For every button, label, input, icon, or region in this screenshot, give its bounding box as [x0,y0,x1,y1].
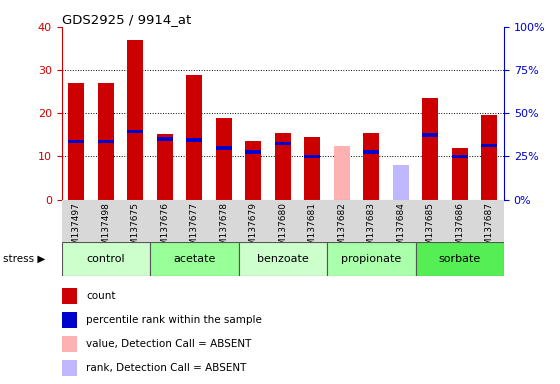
Text: GSM137683: GSM137683 [367,202,376,257]
Text: GDS2925 / 9914_at: GDS2925 / 9914_at [62,13,191,26]
Bar [422,98,438,200]
Bar [62,313,77,328]
Bar [304,155,320,158]
Bar [275,133,291,200]
Text: GSM137677: GSM137677 [190,202,199,257]
Bar [481,144,497,147]
Text: count: count [86,291,115,301]
Text: GSM137687: GSM137687 [485,202,494,257]
Text: percentile rank within the sample: percentile rank within the sample [86,315,262,325]
Bar [127,130,143,133]
Bar [334,146,350,200]
Text: GSM137675: GSM137675 [131,202,140,257]
Bar [481,116,497,200]
Text: GSM137682: GSM137682 [337,202,346,257]
Bar [245,151,262,154]
Bar [304,137,320,200]
Bar [62,288,77,304]
Bar [216,118,232,200]
Text: benzoate: benzoate [257,254,309,264]
Bar [363,151,379,154]
Bar [98,140,114,143]
Bar [452,148,468,200]
Bar [157,134,173,200]
Bar [363,133,379,200]
Text: acetate: acetate [173,254,216,264]
Bar [416,242,504,276]
Bar [157,137,173,141]
Bar [62,361,77,376]
Text: GSM137497: GSM137497 [72,202,81,257]
Bar [422,133,438,137]
Bar [452,155,468,158]
Text: GSM137685: GSM137685 [426,202,435,257]
Bar [62,336,77,352]
Text: sorbate: sorbate [438,254,481,264]
Bar [68,140,85,143]
Text: GSM137680: GSM137680 [278,202,287,257]
Bar [327,242,416,276]
Bar [127,40,143,200]
Text: stress ▶: stress ▶ [3,254,45,264]
Bar [393,165,409,200]
Bar [62,242,150,276]
Bar [245,141,262,200]
Bar [275,142,291,145]
Text: GSM137679: GSM137679 [249,202,258,257]
Bar [62,200,504,242]
Text: GSM137684: GSM137684 [396,202,405,257]
Bar [186,138,202,142]
Bar [216,146,232,150]
Bar [186,75,202,200]
Text: propionate: propionate [341,254,402,264]
Bar [98,83,114,200]
Text: GSM137676: GSM137676 [160,202,169,257]
Bar [68,83,85,200]
Text: GSM137686: GSM137686 [455,202,464,257]
Bar [239,242,327,276]
Text: rank, Detection Call = ABSENT: rank, Detection Call = ABSENT [86,363,246,373]
Text: GSM137678: GSM137678 [220,202,228,257]
Text: GSM137498: GSM137498 [101,202,110,257]
Text: GSM137681: GSM137681 [308,202,317,257]
Text: control: control [87,254,125,264]
Text: value, Detection Call = ABSENT: value, Detection Call = ABSENT [86,339,251,349]
Bar [150,242,239,276]
